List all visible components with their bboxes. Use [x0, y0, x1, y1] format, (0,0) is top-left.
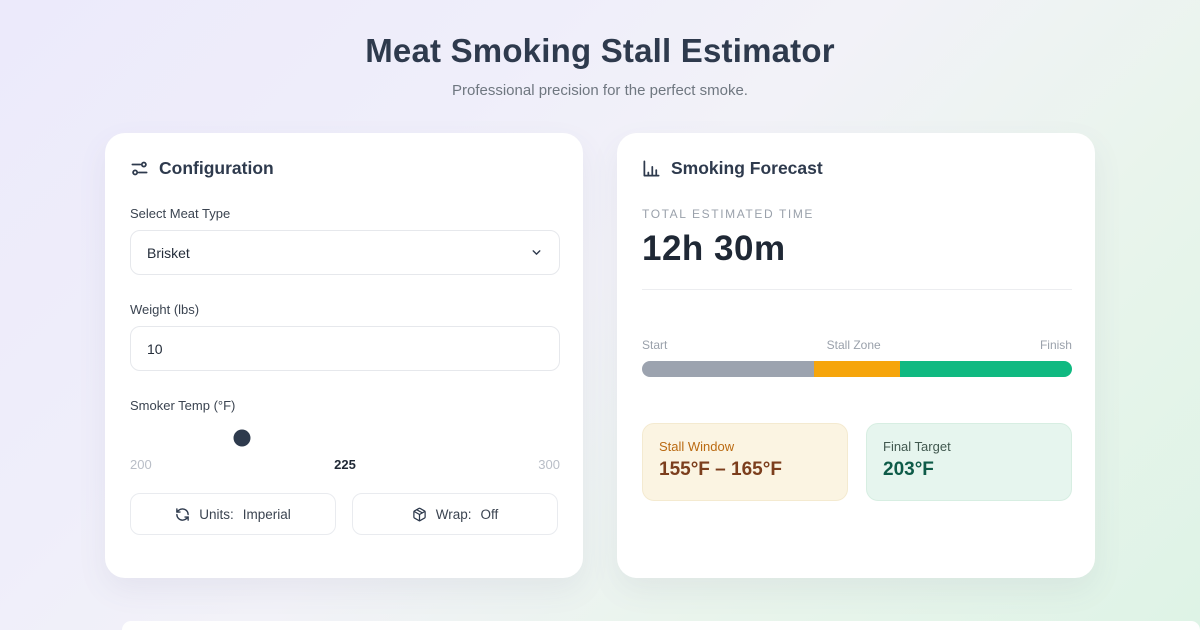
weight-input[interactable]	[130, 326, 560, 371]
progress-start-label: Start	[642, 338, 668, 352]
smoker-temp-slider[interactable]	[130, 427, 560, 449]
total-time-label: TOTAL ESTIMATED TIME	[642, 207, 815, 221]
progress-stall-label: Stall Zone	[826, 338, 881, 352]
configuration-title: Configuration	[159, 158, 274, 178]
forecast-title: Smoking Forecast	[671, 158, 823, 178]
smoker-temp-scale: 200 225 300	[130, 457, 560, 472]
refresh-icon	[175, 507, 190, 522]
stall-window-value: 155°F – 165°F	[659, 459, 782, 480]
weight-label: Weight (lbs)	[130, 302, 200, 317]
final-target-box: Final Target 203°F	[866, 423, 1072, 501]
wrap-button[interactable]: Wrap: Off	[352, 493, 558, 535]
final-target-label: Final Target	[883, 439, 951, 454]
stall-window-box: Stall Window 155°F – 165°F	[642, 423, 848, 501]
toggle-row: Units: Imperial Wrap: Off	[130, 493, 558, 535]
progress-segment-start	[642, 361, 814, 377]
smoker-temp-current: 225	[334, 457, 356, 472]
configuration-card: Configuration Select Meat Type Brisket W…	[105, 133, 583, 578]
page-header: Meat Smoking Stall Estimator Professiona…	[0, 0, 1200, 99]
bar-chart-icon	[642, 159, 661, 178]
units-button-label: Units:	[199, 506, 234, 522]
forecast-heading: Smoking Forecast	[642, 158, 1070, 179]
bottom-card-edge	[122, 621, 1200, 630]
wrap-button-label: Wrap:	[435, 506, 472, 522]
smoker-temp-thumb[interactable]	[233, 429, 251, 447]
package-icon	[412, 507, 427, 522]
meat-type-select[interactable]: Brisket	[130, 230, 560, 275]
progress-segment-finish	[900, 361, 1072, 377]
divider	[642, 289, 1072, 290]
units-button-value: Imperial	[242, 506, 291, 522]
sliders-icon	[130, 159, 149, 178]
meat-type-value: Brisket	[147, 244, 190, 261]
progress-bar	[642, 361, 1072, 377]
final-target-value: 203°F	[883, 459, 934, 480]
page-subtitle: Professional precision for the perfect s…	[452, 82, 748, 99]
chevron-down-icon	[530, 246, 543, 259]
smoker-temp-label: Smoker Temp (°F)	[130, 398, 236, 413]
meat-type-label: Select Meat Type	[130, 206, 231, 221]
cards-row: Configuration Select Meat Type Brisket W…	[105, 133, 1095, 578]
page-title: Meat Smoking Stall Estimator	[365, 32, 835, 69]
units-button[interactable]: Units: Imperial	[130, 493, 336, 535]
progress-finish-label: Finish	[1039, 338, 1072, 352]
total-time-value: 12h 30m	[642, 229, 786, 268]
progress-segment-stall-zone	[814, 361, 900, 377]
forecast-card: Smoking Forecast TOTAL ESTIMATED TIME 12…	[617, 133, 1095, 578]
progress-labels: Start Stall Zone Finish	[642, 338, 1072, 352]
smoker-temp-min: 200	[130, 457, 152, 472]
stall-window-label: Stall Window	[659, 439, 735, 454]
configuration-heading: Configuration	[130, 158, 558, 179]
wrap-button-value: Off	[480, 506, 499, 522]
info-boxes: Stall Window 155°F – 165°F Final Target …	[642, 423, 1072, 501]
smoker-temp-max: 300	[538, 457, 560, 472]
